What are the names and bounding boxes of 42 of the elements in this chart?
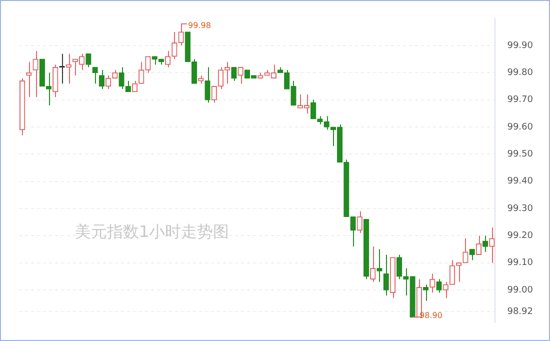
annotation: 99.98 xyxy=(188,20,211,30)
candlestick xyxy=(86,53,92,68)
candlestick xyxy=(489,227,495,264)
y-tick-label: 99.80 xyxy=(507,68,534,78)
candlestick xyxy=(98,70,105,90)
candlestick xyxy=(32,50,38,98)
candlestick xyxy=(310,99,316,120)
y-tick-label: 99.60 xyxy=(507,122,534,132)
candlestick xyxy=(422,284,429,302)
candlestick xyxy=(370,246,376,282)
candlestick xyxy=(66,53,72,84)
y-tick-label: 99.10 xyxy=(507,258,534,268)
candlestick xyxy=(92,66,98,84)
candlestick xyxy=(396,254,402,280)
candlestick xyxy=(138,61,144,84)
y-tick-label: 99.50 xyxy=(507,150,534,160)
candlestick xyxy=(383,254,389,296)
y-tick-label: 99.90 xyxy=(507,40,534,51)
candlestick xyxy=(224,61,230,84)
candlestick xyxy=(26,61,32,98)
candlestick xyxy=(231,66,237,82)
candlestick xyxy=(132,80,138,92)
y-tick-label: 99.40 xyxy=(507,176,534,187)
candlestick xyxy=(449,260,456,286)
candlestick xyxy=(430,273,436,294)
candlestick xyxy=(442,281,448,299)
candlestick xyxy=(482,235,488,252)
y-tick-label: 99.70 xyxy=(507,95,534,106)
y-tick-label: 99.00 xyxy=(507,285,534,296)
candlestick xyxy=(469,248,475,261)
candlestick xyxy=(476,235,482,256)
candlestick xyxy=(145,56,151,74)
candlestick xyxy=(52,64,58,98)
y-tick-label: 99.20 xyxy=(507,231,534,242)
annotation: 98.90 xyxy=(420,311,442,320)
candlestick xyxy=(204,66,210,104)
candlestick xyxy=(356,210,362,234)
candlestick xyxy=(238,66,244,84)
candlestick xyxy=(164,50,171,68)
y-tick-label: 99.30 xyxy=(507,204,534,214)
y-tick-label: 98.92 xyxy=(507,307,533,318)
candlestick xyxy=(376,248,382,282)
